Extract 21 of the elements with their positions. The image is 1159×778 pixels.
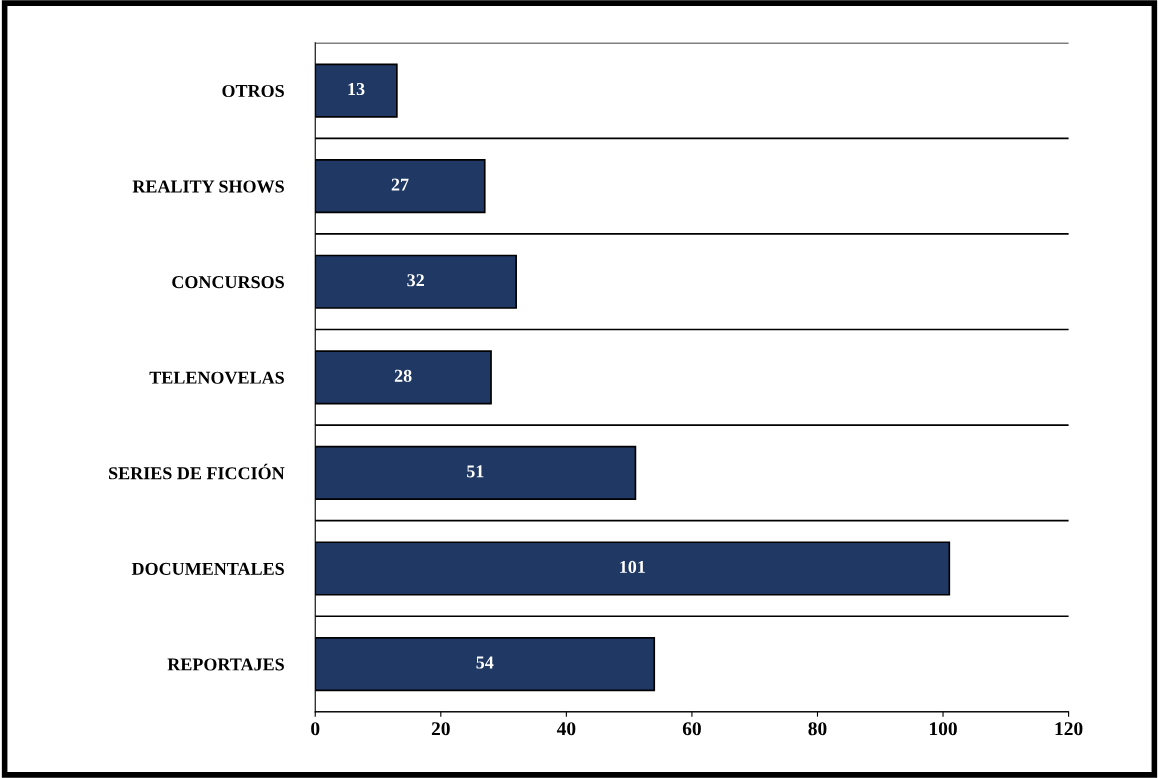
data-label: 101 xyxy=(620,560,645,574)
x-tick-label: 40 xyxy=(556,722,576,736)
y-tick-label: REALITY SHOWS xyxy=(132,180,284,193)
y-tick-label: DOCUMENTALES xyxy=(131,562,284,575)
x-tick-label: 0 xyxy=(311,722,320,736)
data-label: 51 xyxy=(467,465,484,478)
y-tick-label: OTROS xyxy=(222,84,284,98)
x-tick-label: 20 xyxy=(431,722,450,736)
data-label: 54 xyxy=(476,656,494,669)
data-label: 13 xyxy=(348,82,365,96)
data-label: 27 xyxy=(391,178,409,191)
y-tick-label: SERIES DE FICCIÓN xyxy=(109,463,285,480)
x-tick-label: 100 xyxy=(930,722,957,736)
y-tick-label: REPORTAJES xyxy=(167,658,284,671)
data-label: 32 xyxy=(407,274,424,287)
y-tick-label: CONCURSOS xyxy=(172,276,284,289)
data-label: 28 xyxy=(394,369,412,382)
x-tick-label: 60 xyxy=(682,722,701,736)
y-tick-label: TELENOVELAS xyxy=(149,371,284,384)
x-tick-label: 120 xyxy=(1055,722,1083,736)
x-tick-label: 80 xyxy=(808,722,827,736)
